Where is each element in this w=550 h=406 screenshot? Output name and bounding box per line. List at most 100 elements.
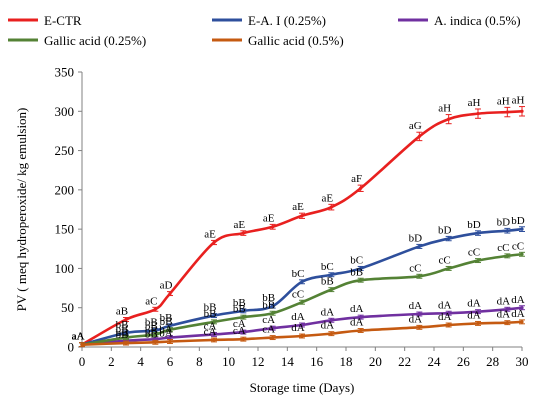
data-point bbox=[417, 325, 421, 329]
data-point bbox=[271, 326, 275, 330]
y-tick-label: 350 bbox=[55, 65, 75, 80]
data-label: cA bbox=[233, 325, 246, 337]
legend-item-2: A. indica (0.5%) bbox=[398, 13, 521, 28]
data-label: cC bbox=[512, 240, 524, 252]
x-tick-label: 10 bbox=[222, 354, 235, 369]
data-point bbox=[520, 320, 524, 324]
y-tick-label: 200 bbox=[55, 182, 75, 197]
data-point bbox=[476, 258, 480, 263]
data-label: cA bbox=[204, 326, 217, 338]
data-label: aA bbox=[72, 331, 85, 343]
data-point bbox=[417, 244, 421, 249]
data-point bbox=[153, 340, 157, 344]
y-tick-label: 100 bbox=[55, 261, 75, 276]
legend-item-1: E-A. I (0.25%) bbox=[212, 13, 326, 28]
x-tick-label: 12 bbox=[252, 354, 265, 369]
data-label: bD bbox=[511, 215, 525, 227]
data-point bbox=[124, 317, 128, 322]
data-label: bB bbox=[204, 308, 217, 320]
data-point bbox=[520, 227, 524, 231]
data-label: aH bbox=[512, 95, 525, 107]
x-tick-label: 24 bbox=[428, 354, 442, 369]
data-point bbox=[447, 236, 451, 241]
data-label: dA bbox=[511, 294, 525, 306]
data-label: cC bbox=[292, 288, 304, 300]
data-label: cA bbox=[262, 324, 275, 336]
data-label: cA bbox=[233, 318, 246, 330]
data-point bbox=[80, 343, 84, 347]
legend-label: E-CTR bbox=[44, 13, 82, 28]
data-label: bB bbox=[116, 324, 129, 336]
data-point bbox=[271, 335, 275, 340]
data-label: aE bbox=[234, 219, 246, 231]
data-point bbox=[359, 328, 363, 333]
data-point bbox=[271, 225, 275, 229]
data-point bbox=[212, 320, 216, 324]
data-label: aB bbox=[116, 306, 128, 318]
data-point bbox=[124, 331, 128, 335]
x-axis-title: Storage time (Days) bbox=[250, 380, 355, 395]
data-point bbox=[476, 231, 480, 235]
data-point bbox=[520, 306, 524, 310]
data-label: bB bbox=[350, 266, 363, 278]
data-label: cA bbox=[204, 320, 217, 332]
data-label: aF bbox=[351, 173, 362, 185]
data-label: bB bbox=[145, 317, 158, 329]
data-label: aA bbox=[72, 331, 85, 343]
data-point bbox=[300, 214, 304, 218]
data-label: bC bbox=[292, 268, 305, 280]
data-label: aH bbox=[497, 95, 510, 107]
data-label: dA bbox=[438, 311, 452, 323]
data-point bbox=[241, 330, 245, 334]
data-point bbox=[212, 338, 216, 342]
data-label: dA bbox=[321, 306, 335, 318]
data-label: bA bbox=[159, 328, 173, 340]
data-label: cC bbox=[409, 262, 421, 274]
series-line bbox=[81, 109, 523, 346]
data-label: dA bbox=[511, 308, 525, 320]
data-label: bB bbox=[145, 328, 158, 340]
data-point bbox=[417, 312, 421, 316]
data-label: bB bbox=[321, 276, 334, 288]
data-point bbox=[241, 309, 245, 313]
data-label: bC bbox=[350, 254, 363, 266]
data-point bbox=[329, 205, 333, 209]
data-point bbox=[417, 134, 421, 139]
data-point bbox=[329, 332, 333, 336]
data-label: bB bbox=[233, 297, 246, 309]
data-label: aE bbox=[292, 201, 304, 213]
data-point bbox=[300, 280, 304, 284]
data-label: dA bbox=[350, 303, 364, 315]
data-label: aE bbox=[204, 228, 216, 240]
data-point bbox=[476, 310, 480, 314]
x-tick-label: 16 bbox=[310, 354, 324, 369]
y-tick-label: 0 bbox=[68, 340, 75, 355]
data-label: aD bbox=[160, 280, 173, 292]
data-label: bD bbox=[409, 232, 423, 244]
data-point bbox=[520, 252, 524, 256]
data-label: aG bbox=[409, 120, 422, 132]
data-label: dA bbox=[467, 298, 481, 310]
x-tick-label: 14 bbox=[281, 354, 295, 369]
data-point bbox=[505, 254, 509, 258]
data-label: dA bbox=[497, 295, 511, 307]
y-tick-label: 250 bbox=[55, 143, 75, 158]
data-point bbox=[271, 311, 275, 315]
data-point bbox=[153, 328, 157, 333]
data-point bbox=[271, 304, 275, 308]
data-point bbox=[168, 328, 172, 332]
data-label: bD bbox=[467, 219, 481, 231]
legend-item-4: Gallic acid (0.5%) bbox=[212, 33, 344, 48]
data-point bbox=[124, 341, 128, 345]
data-label: aC bbox=[145, 295, 157, 307]
data-label: cA bbox=[262, 314, 275, 326]
data-point bbox=[300, 334, 304, 338]
data-point bbox=[241, 337, 245, 341]
data-point bbox=[447, 311, 451, 315]
data-label: aE bbox=[322, 192, 334, 204]
data-label: aA bbox=[72, 331, 85, 343]
data-label: bB bbox=[233, 303, 246, 315]
legend-label: Gallic acid (0.5%) bbox=[248, 33, 344, 48]
data-point bbox=[153, 332, 157, 337]
